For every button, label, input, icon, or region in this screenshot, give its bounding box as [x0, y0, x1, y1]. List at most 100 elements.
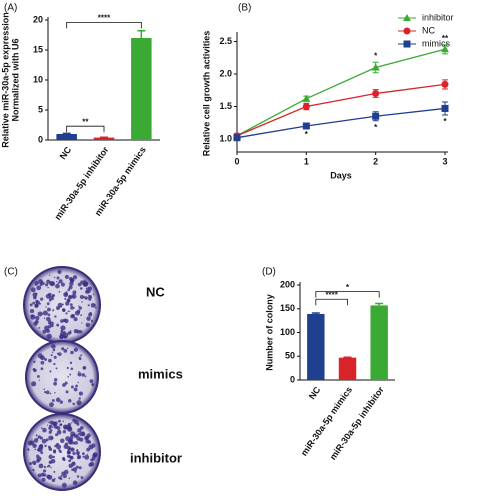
colony	[71, 441, 76, 445]
colony	[27, 448, 30, 451]
colony	[84, 454, 90, 460]
significance-bracket	[66, 22, 142, 29]
colony	[63, 349, 68, 353]
y-axis-label: Relative cell growth activities	[201, 31, 211, 157]
colony	[87, 294, 90, 297]
colony	[29, 309, 35, 314]
colony	[37, 311, 43, 317]
y-tick-label: 100	[280, 327, 295, 337]
colony	[46, 302, 50, 306]
y-tick-label: 0	[290, 374, 295, 384]
colony	[68, 398, 72, 403]
colony	[84, 296, 88, 300]
colony	[79, 295, 84, 300]
colony	[38, 447, 40, 449]
plate-label: inhibitor	[130, 450, 182, 465]
colony	[49, 392, 52, 395]
plate-image	[23, 266, 101, 491]
colony	[87, 286, 90, 289]
panel-label: (C)	[4, 267, 18, 278]
colony	[64, 318, 69, 324]
colony	[38, 379, 41, 381]
colony	[77, 455, 81, 460]
colony	[85, 322, 91, 327]
colony	[73, 347, 79, 352]
colony	[70, 447, 75, 452]
colony	[45, 390, 50, 395]
colony	[53, 295, 56, 297]
colony	[82, 366, 87, 370]
colony	[58, 476, 62, 480]
colony	[72, 418, 76, 423]
colony	[38, 327, 41, 329]
colony	[50, 429, 53, 432]
colony	[65, 390, 69, 394]
significance-label: *	[443, 117, 447, 126]
colony	[40, 367, 44, 371]
colony	[69, 295, 72, 299]
colony	[80, 314, 83, 317]
colony	[60, 282, 66, 287]
colony	[83, 279, 86, 282]
marker	[441, 80, 449, 88]
colony	[33, 462, 36, 465]
error-bar	[137, 30, 146, 38]
colony	[81, 373, 86, 377]
colony	[52, 298, 54, 300]
colony	[80, 280, 85, 285]
marker	[372, 112, 380, 120]
colony	[54, 477, 56, 480]
colony	[79, 426, 84, 430]
colony	[48, 426, 52, 430]
colony	[29, 462, 33, 465]
colony	[90, 319, 93, 322]
colony	[66, 366, 69, 370]
colony	[70, 306, 74, 310]
y-axis-label: Relative miR-30a-5p expression	[0, 12, 10, 148]
colony	[79, 287, 83, 290]
colony	[42, 427, 47, 433]
colony	[78, 466, 82, 470]
colony	[44, 444, 47, 448]
colony	[75, 384, 79, 388]
colony	[49, 281, 54, 286]
colony	[32, 468, 35, 472]
colony	[84, 375, 87, 378]
colony	[51, 478, 56, 483]
y-axis-label: Normalized with U6	[10, 38, 20, 121]
line	[236, 107, 446, 139]
colony	[33, 360, 36, 364]
colony	[55, 442, 60, 446]
colony	[51, 324, 54, 328]
colony	[53, 470, 56, 473]
marker	[302, 94, 311, 102]
x-tick-label: miR-30a-5p inhibitor	[328, 384, 386, 461]
legend-label: inhibitor	[422, 12, 454, 22]
colony	[48, 358, 52, 363]
colony	[53, 378, 58, 382]
colony	[86, 433, 91, 438]
colony	[61, 308, 66, 312]
colony	[70, 431, 76, 437]
colony	[63, 469, 69, 475]
significance-bracket	[66, 125, 105, 133]
significance-label: **	[82, 117, 89, 126]
colony	[41, 357, 43, 360]
colony	[72, 275, 78, 280]
colony	[27, 440, 33, 446]
marker	[302, 122, 310, 130]
colony	[86, 289, 91, 294]
colony	[43, 317, 46, 319]
colony	[55, 280, 58, 283]
colony	[69, 281, 74, 286]
colony	[94, 306, 97, 309]
colony	[72, 480, 78, 486]
colony	[48, 447, 53, 451]
colony	[79, 431, 85, 437]
colony	[76, 452, 80, 456]
colony	[48, 435, 54, 441]
colony	[69, 331, 72, 334]
colony	[47, 474, 53, 480]
significance-label: *	[305, 130, 309, 139]
colony	[37, 353, 43, 359]
